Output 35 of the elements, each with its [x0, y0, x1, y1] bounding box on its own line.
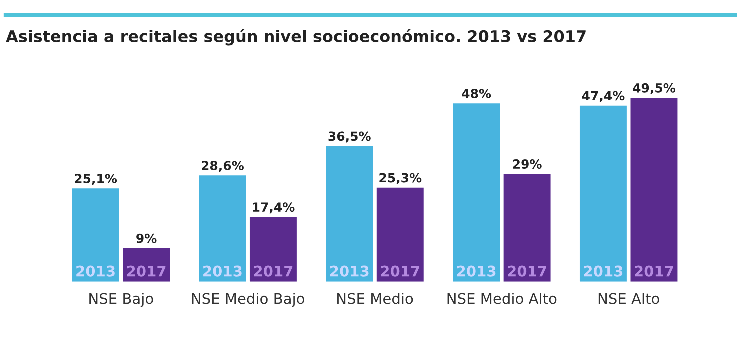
data-label: 17,4% [253, 202, 295, 214]
bar [199, 176, 246, 282]
bar [453, 104, 500, 282]
text: 2017 [508, 266, 546, 277]
data-label: 25,1% [75, 174, 118, 186]
data-label: 48% [462, 88, 492, 98]
data-label: 28,6% [202, 161, 244, 172]
data-label: 25,3% [380, 173, 422, 184]
x-tick-label: NSE Alto [598, 293, 660, 304]
text: 2017 [635, 266, 674, 277]
x-tick-label: NSE Bajo [90, 293, 154, 308]
bar [376, 188, 424, 282]
series-label: 2017 [127, 266, 166, 277]
text: 2013 [76, 266, 115, 277]
bar [250, 217, 297, 282]
text: 2013 [330, 266, 369, 277]
series-label: 2013 [457, 266, 496, 277]
bar [630, 98, 678, 282]
text: 2013 [584, 266, 623, 277]
chart-title: Asistencia a recitales según nivel socioeconómico. 2013 vs 2017 [6, 29, 586, 46]
bar [504, 174, 551, 282]
data-label: 29% [513, 160, 542, 169]
bar [72, 188, 120, 282]
text: 2017 [381, 266, 420, 277]
data-label: 47,4% [582, 91, 625, 102]
data-label: 9% [136, 234, 157, 244]
text: 2017 [254, 266, 293, 277]
bar [580, 106, 627, 282]
data-label: 49,5% [633, 83, 676, 94]
x-tick-label: NSE Medio Alto [448, 293, 557, 304]
text: 2013 [204, 266, 242, 277]
bar [326, 146, 374, 282]
x-tick-label: NSE Medio Bajo [192, 293, 304, 308]
data-label: 36,5% [328, 132, 371, 143]
x-tick-label: NSE Medio [338, 293, 414, 304]
